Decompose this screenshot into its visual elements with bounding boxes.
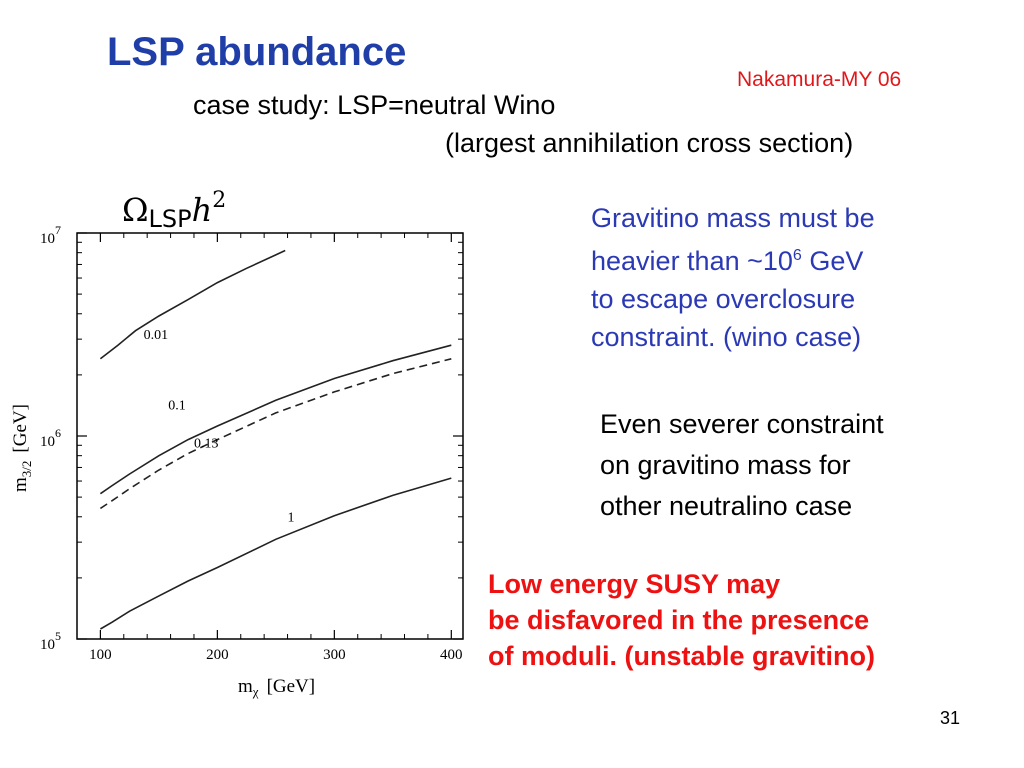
susy-conclusion-note: Low energy SUSY may be disfavored in the…: [488, 566, 875, 674]
x-tick-label: 300: [323, 647, 346, 663]
chart-title-sup: 2: [212, 188, 226, 213]
slide-number: 31: [940, 708, 961, 728]
red-note-line-2: be disfavored in the presence: [488, 605, 870, 635]
y-label-sub: 3/2: [19, 461, 34, 478]
black-note-line-3: other neutralino case: [600, 491, 853, 521]
x-label-unit: [GeV]: [267, 676, 316, 697]
y-tick-base: 10: [40, 231, 55, 247]
chart-title-var: h: [192, 191, 213, 229]
curve-label: 0.13: [194, 436, 219, 451]
y-tick-label: 105: [40, 629, 61, 653]
y-tick-exp: 7: [55, 223, 61, 237]
subtitle-cross-section: (largest annihilation cross section): [445, 128, 854, 158]
subtitle-case-study: case study: LSP=neutral Wino: [193, 90, 556, 120]
x-tick-label: 400: [440, 647, 463, 663]
curves: [99, 249, 452, 630]
y-label-var: m: [10, 477, 31, 492]
curve-label: 1: [288, 510, 295, 525]
slide-title: LSP abundance: [107, 30, 407, 74]
y-axis-label: m3/2 [GeV]: [10, 404, 34, 492]
chart-title-omega: Ω: [122, 191, 149, 229]
neutralino-note: Even severer constraint on gravitino mas…: [600, 404, 884, 527]
x-label-var: m: [238, 676, 253, 697]
curve-label: 0.01: [144, 328, 169, 343]
black-note-line-2: on gravitino mass for: [600, 450, 851, 480]
citation: Nakamura-MY 06: [737, 68, 902, 91]
blue-note-line-2-a: heavier than ~10: [591, 246, 793, 276]
black-note-line-1: Even severer constraint: [600, 409, 884, 439]
curve-1: [99, 477, 452, 630]
blue-note-exponent: 6: [792, 247, 802, 264]
red-note-line-1: Low energy SUSY may: [488, 569, 781, 599]
curve-labels: 0.01 0.1 0.13 1: [144, 328, 295, 525]
y-tick-exp: 5: [55, 629, 61, 643]
red-note-line-3: of moduli. (unstable gravitino): [488, 641, 875, 671]
plot-frame: [76, 232, 464, 640]
curve-0.13: [99, 358, 452, 510]
x-tick-label: 100: [89, 647, 112, 663]
curve-0.01: [99, 249, 286, 360]
curve-0.1: [99, 344, 452, 495]
y-tick-base: 10: [40, 434, 55, 450]
blue-note-line-4: constraint. (wino case): [591, 322, 862, 352]
y-tick-label: 106: [40, 426, 61, 450]
chart-title-sub: LSP: [149, 205, 192, 233]
x-tick-label: 200: [206, 647, 229, 663]
x-label-sub: χ: [252, 684, 259, 699]
x-axis-label: mχ [GeV]: [238, 676, 315, 699]
blue-note-line-2-b: GeV: [801, 246, 864, 276]
y-tick-exp: 6: [55, 426, 61, 440]
y-label-unit: [GeV]: [10, 404, 31, 453]
curve-label: 0.1: [168, 399, 186, 414]
y-tick-base: 10: [40, 637, 55, 653]
gravitino-mass-note: Gravitino mass must be heavier than ~106…: [591, 199, 875, 356]
blue-note-line-1: Gravitino mass must be: [591, 203, 875, 233]
y-tick-label: 107: [40, 223, 61, 247]
blue-note-line-2: heavier than ~106 GeV: [591, 237, 875, 280]
blue-note-line-3: to escape overclosure: [591, 284, 856, 314]
chart-title: ΩLSPh2: [122, 188, 226, 233]
